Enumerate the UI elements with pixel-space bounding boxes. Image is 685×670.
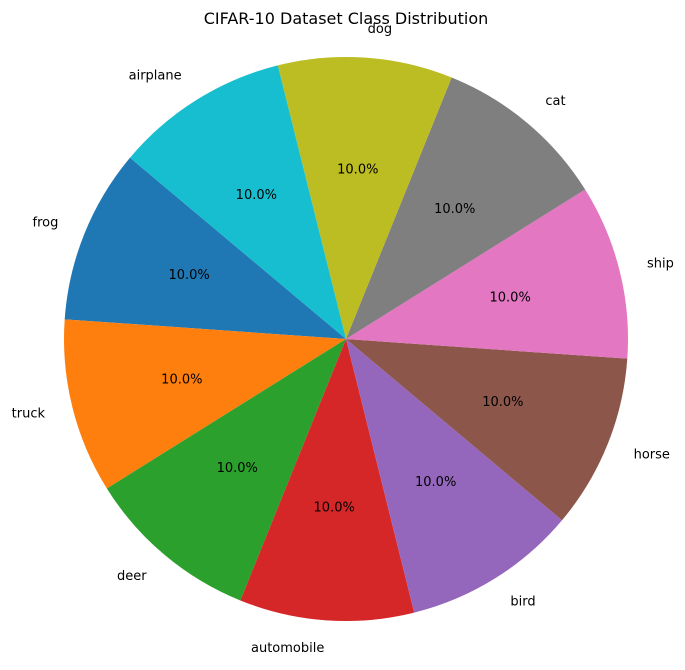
pie-slice-automobile <box>240 339 415 621</box>
slice-label-deer: deer <box>117 569 147 584</box>
slice-label-automobile: automobile <box>251 641 324 656</box>
pie-slice-truck <box>64 319 346 489</box>
slice-label-horse: horse <box>634 448 670 463</box>
slice-label-bird: bird <box>510 595 535 610</box>
pct-label-ship: 10.0% <box>490 291 531 306</box>
pct-label-frog: 10.0% <box>168 268 209 283</box>
pct-label-bird: 10.0% <box>415 475 456 490</box>
pie-slice-bird <box>346 339 563 613</box>
pie-slices <box>64 57 628 621</box>
slice-label-cat: cat <box>545 94 565 109</box>
pct-label-cat: 10.0% <box>434 202 475 217</box>
pct-label-truck: 10.0% <box>161 372 202 387</box>
slice-label-truck: truck <box>12 407 46 422</box>
pie-slice-deer <box>106 339 346 601</box>
pie-slice-dog <box>277 57 452 340</box>
pct-label-automobile: 10.0% <box>314 500 355 515</box>
pct-label-horse: 10.0% <box>482 395 523 410</box>
chart-title: CIFAR-10 Dataset Class Distribution <box>204 9 489 28</box>
pie-labels: frog 10.0% truck 10.0% deer 10.0% automobile 10… <box>12 22 674 656</box>
pie-slice-airplane <box>129 65 346 339</box>
slice-label-ship: ship <box>647 256 674 271</box>
pie-slice-cat <box>346 77 586 339</box>
pct-label-airplane: 10.0% <box>236 188 277 203</box>
pie-slice-ship <box>346 189 628 359</box>
slice-label-frog: frog <box>33 215 59 230</box>
slice-label-airplane: airplane <box>129 68 182 83</box>
pie-slice-frog <box>64 157 346 339</box>
pct-label-dog: 10.0% <box>337 163 378 178</box>
pie-slice-horse <box>346 339 628 521</box>
pct-label-deer: 10.0% <box>217 461 258 476</box>
slice-label-dog: dog <box>368 22 392 37</box>
